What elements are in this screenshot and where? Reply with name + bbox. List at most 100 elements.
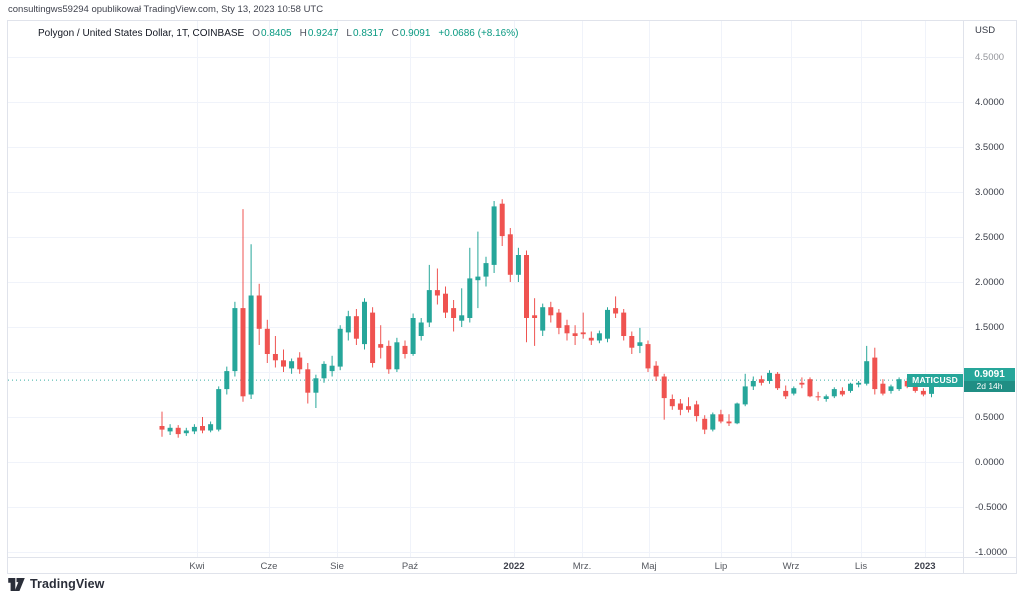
tradingview-logo-text: TradingView — [30, 577, 105, 591]
candle-body — [912, 383, 918, 391]
candle-body — [823, 396, 829, 399]
candle-body — [888, 386, 894, 391]
chart-pane[interactable] — [8, 21, 963, 557]
price-tick-label: 4.5000 — [975, 52, 1005, 63]
time-tick-label: Lip — [714, 561, 728, 572]
symbol-title: Polygon / United States Dollar, 1T, COIN… — [38, 28, 245, 39]
candle-body — [507, 234, 513, 275]
candle-body — [216, 389, 222, 430]
candle-body — [540, 307, 546, 331]
price-tick-label: 4.0000 — [975, 97, 1005, 108]
candle-body — [742, 386, 748, 405]
price-axis[interactable]: USD 4.5000 4.0000 3.5000 3.0000 2.5000 2.0000… — [963, 21, 1017, 573]
low-value: 0.8317 — [352, 28, 384, 39]
candle-body — [191, 426, 197, 432]
price-tick-label: 1.5000 — [975, 322, 1005, 333]
candle-body — [613, 308, 619, 314]
candle-body — [410, 318, 416, 354]
candle-body — [362, 301, 367, 345]
candle-body — [426, 290, 432, 323]
candle-body — [443, 293, 448, 313]
candle-body — [848, 383, 853, 391]
candle-body — [305, 369, 311, 393]
tradingview-logo[interactable]: TradingView — [8, 577, 105, 591]
high-value: 0.9247 — [307, 28, 339, 39]
candle-body — [807, 379, 813, 397]
time-tick-label: Wrz — [782, 561, 800, 572]
candle-body — [896, 379, 902, 390]
candle-body — [499, 203, 505, 237]
chart-svg[interactable] — [8, 21, 963, 557]
candle-body — [345, 316, 351, 333]
candle-body — [475, 276, 481, 281]
candle-body — [370, 312, 376, 363]
bar-countdown: 2d 14h — [964, 381, 1015, 393]
price-tick-label: 3.5000 — [975, 142, 1005, 153]
time-tick-label: Lis — [854, 561, 868, 572]
candle-body — [815, 396, 821, 398]
candle-body — [750, 381, 756, 387]
candle-body — [661, 376, 667, 399]
time-tick-label: 2023 — [914, 561, 936, 572]
candle-body — [175, 427, 181, 435]
candle-body — [297, 357, 303, 370]
candle-body — [491, 206, 497, 265]
candle-body — [329, 365, 335, 372]
candle-body — [467, 278, 473, 318]
candle-body — [637, 342, 643, 346]
candle-body — [775, 373, 781, 389]
candle-body — [289, 361, 295, 369]
price-axis-label: 0.9091 2d 14h — [964, 368, 1015, 393]
price-tick-label: -0.5000 — [975, 502, 1008, 513]
candle-body — [564, 325, 570, 334]
candle-body — [248, 295, 254, 395]
candle-body — [726, 421, 732, 424]
candle-body — [580, 332, 586, 335]
open-label: O — [252, 28, 260, 39]
candle-body — [669, 399, 675, 407]
candle-body — [515, 255, 521, 275]
chart-frame: Polygon / United States Dollar, 1T, COIN… — [7, 20, 1017, 574]
candle-body — [856, 382, 862, 385]
candle-body — [572, 333, 578, 336]
price-tick-label: 2.5000 — [975, 232, 1005, 243]
time-tick-label: Kwi — [189, 561, 205, 572]
candle-body — [167, 427, 173, 432]
candle-body — [872, 357, 878, 390]
close-value: 0.9091 — [399, 28, 431, 39]
change-value: +0.0686 (+8.16%) — [438, 28, 519, 39]
candle-body — [758, 379, 764, 383]
time-tick-label: Paź — [401, 561, 419, 572]
candle-body — [321, 363, 327, 379]
candle-body — [208, 424, 214, 431]
candle-body — [734, 403, 740, 424]
tradingview-logo-icon — [8, 577, 25, 591]
close-label: C — [391, 28, 399, 39]
candle-body — [532, 315, 538, 318]
price-tick-label: 0.5000 — [975, 412, 1005, 423]
time-axis[interactable]: Kwi Cze Sie Paź 2022 Mrz. Maj Lip Wrz Lis 2023 — [8, 557, 1016, 574]
candle-body — [694, 404, 700, 417]
time-tick-label: Mrz. — [572, 561, 592, 572]
attribution-text: consultingws59294 opublikował TradingVie… — [8, 4, 324, 15]
candle-body — [353, 316, 359, 339]
candle-body — [799, 382, 805, 385]
candle-body — [686, 406, 691, 410]
candle-body — [394, 342, 400, 370]
candle-body — [200, 426, 205, 431]
candle-body — [524, 255, 529, 318]
candle-body — [588, 337, 594, 341]
time-tick-label: Cze — [260, 561, 278, 572]
chart-legend: Polygon / United States Dollar, 1T, COIN… — [38, 28, 518, 39]
candle-body — [548, 307, 554, 316]
price-axis-unit: USD — [975, 25, 996, 36]
candle-body — [183, 430, 189, 434]
candle-body — [434, 290, 440, 296]
candle-body — [232, 308, 238, 372]
candle-body — [831, 389, 837, 397]
candle-body — [159, 426, 165, 430]
candle-body — [281, 360, 286, 367]
low-label: L — [346, 28, 352, 39]
candle-body — [483, 263, 489, 277]
